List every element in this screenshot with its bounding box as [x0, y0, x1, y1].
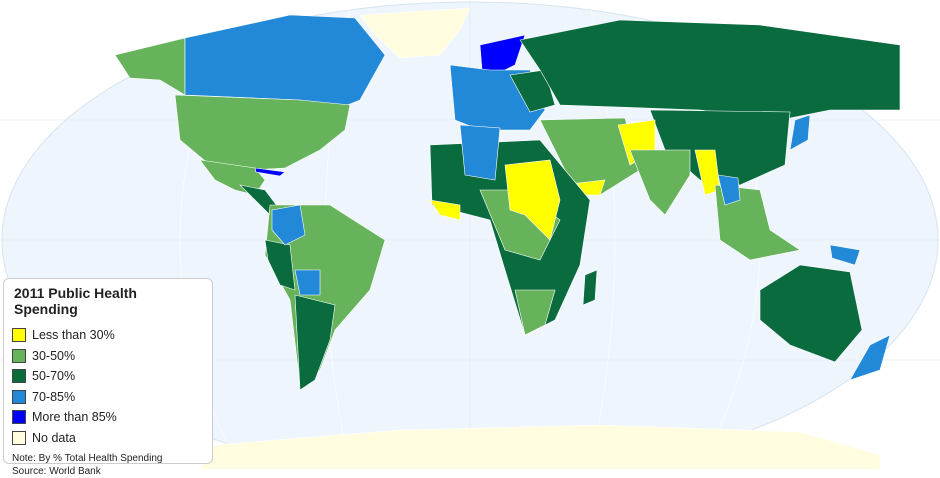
region-alaska[interactable] — [114, 37, 186, 96]
legend: 2011 Public Health Spending Less than 30… — [3, 278, 213, 477]
legend-item-50-70[interactable]: 50-70% — [12, 366, 204, 387]
legend-item-more-than-85[interactable]: More than 85% — [12, 407, 204, 428]
legend-label: 50-70% — [32, 369, 76, 384]
region-eastern-europe[interactable] — [509, 69, 556, 113]
legend-label: Less than 30% — [32, 328, 115, 343]
legend-item-70-85[interactable]: 70-85% — [12, 387, 204, 408]
region-thailand[interactable] — [717, 174, 741, 206]
legend-note: Note: By % Total Health Spending — [12, 453, 163, 464]
region-south-africa[interactable] — [514, 289, 556, 336]
region-antarctica[interactable] — [199, 424, 881, 469]
legend-swatch — [12, 369, 26, 384]
legend-item-less-than-30[interactable]: Less than 30% — [12, 325, 204, 346]
legend-swatch — [12, 430, 26, 445]
region-australia[interactable] — [759, 264, 863, 363]
legend-swatch — [12, 328, 26, 343]
region-argentina[interactable] — [294, 294, 336, 391]
legend-label: No data — [32, 430, 76, 445]
legend-label: 30-50% — [32, 348, 76, 363]
legend-title: 2011 Public Health Spending — [14, 285, 137, 317]
region-usa[interactable] — [174, 94, 351, 171]
legend-swatch — [12, 410, 26, 425]
legend-swatch — [12, 348, 26, 363]
legend-source: Source: World Bank — [12, 466, 101, 477]
region-bolivia[interactable] — [294, 269, 321, 296]
region-colombia[interactable] — [271, 204, 306, 246]
region-png[interactable] — [829, 244, 861, 266]
region-new-zealand[interactable] — [849, 334, 891, 381]
legend-item-no-data[interactable]: No data — [12, 428, 204, 449]
region-west-africa[interactable] — [429, 199, 461, 221]
region-india[interactable] — [629, 149, 691, 216]
region-southeast-asia[interactable] — [714, 184, 801, 261]
region-japan[interactable] — [789, 114, 811, 151]
region-sudan[interactable] — [504, 159, 561, 241]
region-canada[interactable] — [184, 14, 386, 111]
region-north-africa[interactable] — [459, 124, 501, 181]
legend-label: 70-85% — [32, 389, 76, 404]
region-madagascar[interactable] — [582, 269, 598, 306]
region-russia[interactable] — [519, 19, 901, 121]
legend-item-30-50[interactable]: 30-50% — [12, 346, 204, 367]
region-cuba[interactable] — [254, 167, 286, 177]
legend-swatch — [12, 389, 26, 404]
legend-label: More than 85% — [32, 410, 117, 425]
region-greenland[interactable] — [359, 7, 471, 59]
